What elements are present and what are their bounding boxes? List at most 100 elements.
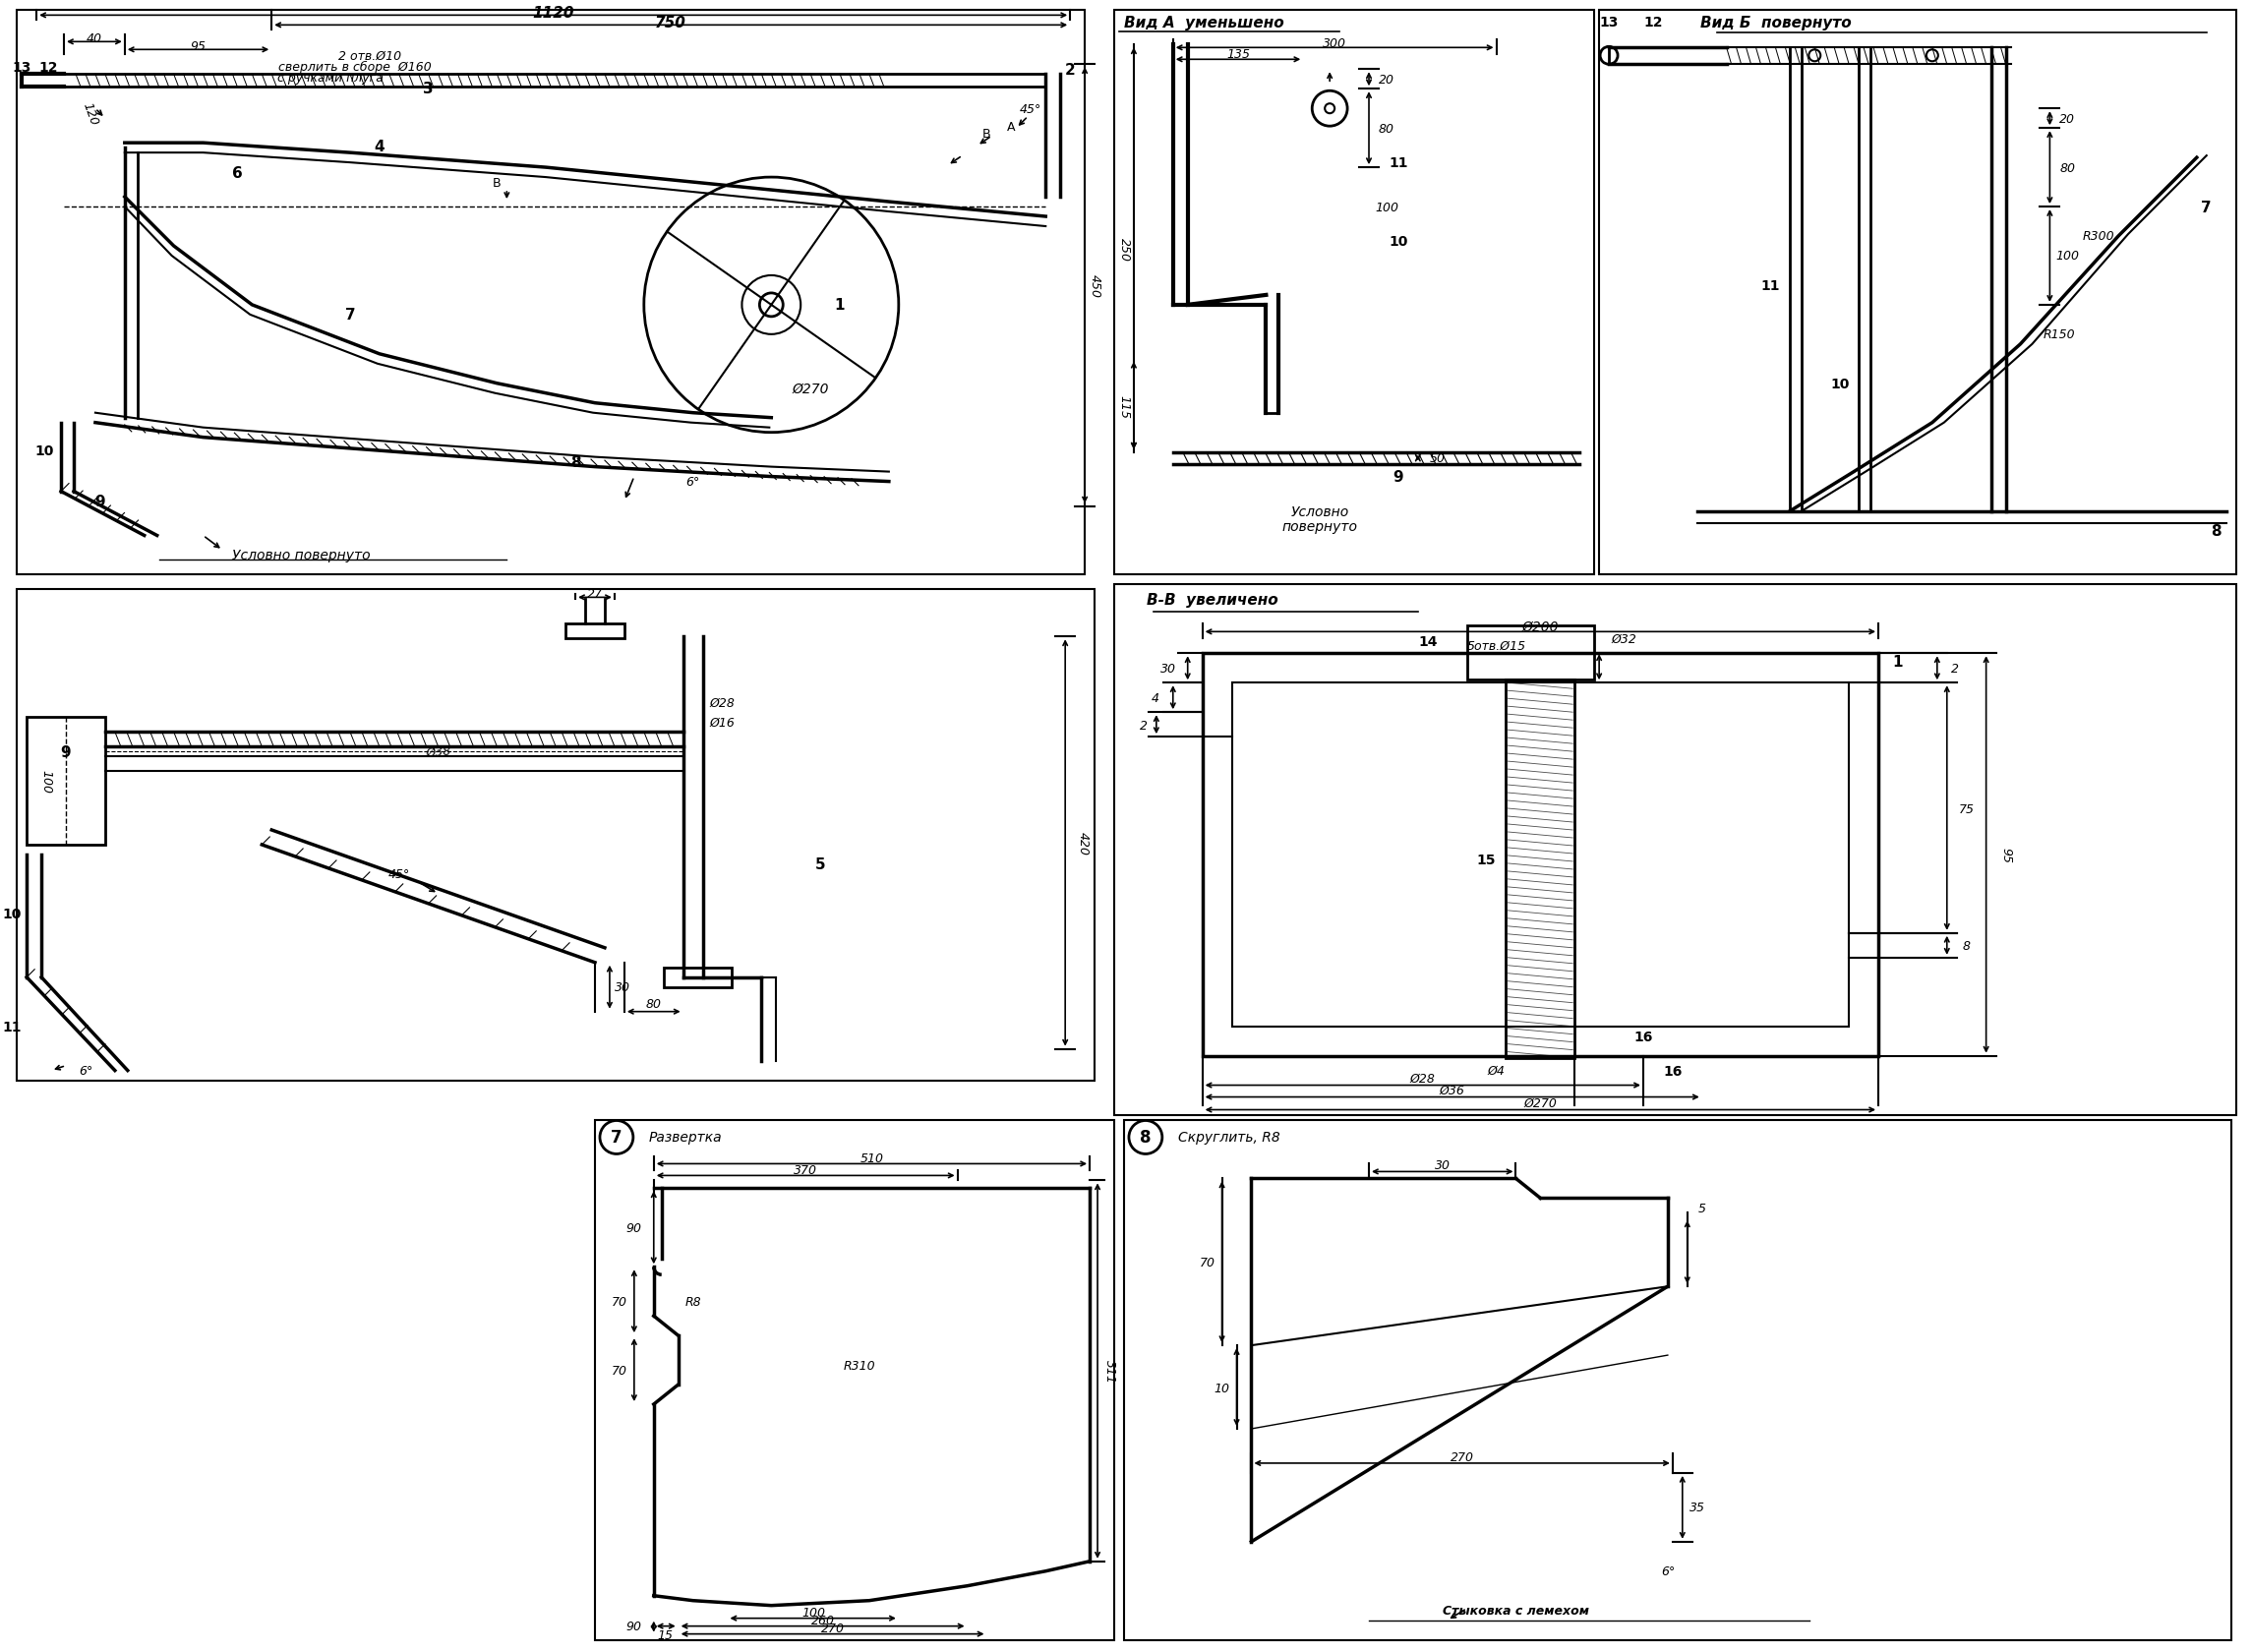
Text: Ø36: Ø36	[1439, 1084, 1464, 1097]
Text: В-В  увеличено: В-В увеличено	[1146, 593, 1277, 608]
Text: 1: 1	[1892, 654, 1903, 669]
Text: 370: 370	[793, 1163, 817, 1176]
Text: R150: R150	[2043, 329, 2076, 342]
Text: 2: 2	[1950, 662, 1959, 676]
Text: 20: 20	[2061, 112, 2076, 126]
Text: 80: 80	[1378, 122, 1394, 135]
Text: 1120: 1120	[531, 5, 574, 20]
Bar	[1124, 1120, 2232, 1640]
Text: Вид А  уменьшено: Вид А уменьшено	[1124, 15, 1284, 30]
Text: 9: 9	[95, 494, 106, 509]
Text: B: B	[493, 177, 502, 190]
Text: 270: 270	[822, 1622, 844, 1634]
Text: 100: 100	[802, 1606, 824, 1619]
Text: 30: 30	[1160, 662, 1176, 676]
Text: A: A	[1007, 121, 1016, 134]
Bar	[1599, 12, 2236, 575]
Text: 90: 90	[626, 1221, 642, 1234]
Text: R300: R300	[2083, 230, 2115, 243]
Text: 12: 12	[38, 61, 59, 74]
Text: Ø270: Ø270	[793, 382, 829, 396]
Text: 510: 510	[860, 1151, 885, 1165]
Text: 11: 11	[1389, 157, 1408, 170]
Text: R8: R8	[685, 1295, 700, 1308]
Bar	[1466, 626, 1594, 681]
Bar	[18, 12, 1085, 575]
Text: 5: 5	[815, 857, 826, 872]
Bar	[1507, 681, 1574, 1057]
Text: 100: 100	[1374, 202, 1398, 213]
Text: 420: 420	[1076, 831, 1090, 856]
Text: 135: 135	[1227, 48, 1250, 61]
Text: 30: 30	[615, 981, 631, 995]
Text: 8: 8	[570, 454, 581, 469]
Text: 6°: 6°	[79, 1064, 92, 1077]
Text: 11: 11	[2, 1019, 23, 1034]
Text: R310: R310	[844, 1358, 876, 1371]
Text: 70: 70	[613, 1363, 628, 1376]
Text: Вид Б  повернуто: Вид Б повернуто	[1700, 15, 1851, 30]
Text: 750: 750	[655, 15, 687, 30]
Text: Ø32: Ø32	[1610, 633, 1637, 646]
Text: 100: 100	[41, 770, 52, 793]
Text: 2: 2	[1140, 719, 1149, 732]
Text: Ø16: Ø16	[709, 715, 734, 729]
Text: 90: 90	[626, 1619, 642, 1632]
Text: сверлить в сборе  Ø160: сверлить в сборе Ø160	[279, 61, 432, 74]
Text: 80: 80	[646, 998, 662, 1011]
Bar	[18, 590, 1094, 1080]
Text: 7: 7	[2200, 200, 2211, 215]
Text: B: B	[982, 127, 991, 140]
Text: 260: 260	[811, 1614, 835, 1627]
Text: 13: 13	[11, 61, 32, 74]
Text: 12: 12	[1644, 17, 1662, 30]
Text: 115: 115	[1117, 395, 1131, 418]
Text: 311: 311	[1103, 1360, 1115, 1383]
Text: Стыковка с лемехом: Стыковка с лемехом	[1444, 1604, 1590, 1617]
Text: 15: 15	[1477, 852, 1495, 867]
Text: 7: 7	[345, 307, 356, 322]
Text: с ручками плуга: с ручками плуга	[277, 71, 383, 84]
Text: 6: 6	[232, 165, 243, 180]
Text: 9: 9	[61, 745, 72, 760]
Text: 10: 10	[1831, 377, 1849, 392]
Text: 5: 5	[1698, 1201, 1707, 1214]
Text: 95: 95	[191, 40, 205, 53]
Text: 2 отв.Ø10: 2 отв.Ø10	[338, 50, 401, 63]
Text: 3: 3	[423, 81, 435, 96]
Text: 7: 7	[610, 1128, 622, 1146]
Bar	[1203, 654, 1878, 1056]
Text: Условно: Условно	[1290, 504, 1349, 519]
Text: 270: 270	[1450, 1450, 1473, 1464]
Text: 16: 16	[1662, 1064, 1682, 1077]
Text: 35: 35	[1689, 1502, 1705, 1513]
Text: Ø38: Ø38	[426, 745, 453, 760]
Text: 4: 4	[374, 139, 385, 154]
Text: 8: 8	[2211, 524, 2220, 539]
Text: 20: 20	[1378, 73, 1394, 86]
Text: 2: 2	[1065, 63, 1076, 78]
Text: 5отв.Ø15: 5отв.Ø15	[1466, 639, 1527, 653]
Text: 9: 9	[1394, 469, 1403, 484]
Text: повернуто: повернуто	[1281, 519, 1358, 534]
Text: Условно повернуто: Условно повернуто	[232, 548, 369, 563]
Text: 8: 8	[1961, 940, 1970, 953]
Text: 1: 1	[835, 297, 844, 312]
Bar	[565, 624, 624, 639]
Text: 250: 250	[1117, 238, 1131, 261]
Text: Ø4: Ø4	[1489, 1064, 1504, 1077]
Text: 11: 11	[1761, 279, 1779, 292]
Text: Ø28: Ø28	[709, 697, 734, 709]
Text: 50: 50	[1430, 453, 1446, 464]
Text: Ø270: Ø270	[1525, 1097, 1556, 1110]
Bar	[1115, 12, 1594, 575]
Text: 10: 10	[34, 444, 54, 458]
Text: Ø28: Ø28	[1410, 1072, 1435, 1085]
Text: 45°: 45°	[387, 869, 410, 881]
Text: 15: 15	[658, 1629, 673, 1642]
Text: 8: 8	[1140, 1128, 1151, 1146]
Bar	[664, 968, 732, 988]
Text: 10: 10	[1389, 235, 1408, 248]
Text: Развертка: Развертка	[649, 1130, 723, 1145]
Bar	[1232, 684, 1849, 1026]
